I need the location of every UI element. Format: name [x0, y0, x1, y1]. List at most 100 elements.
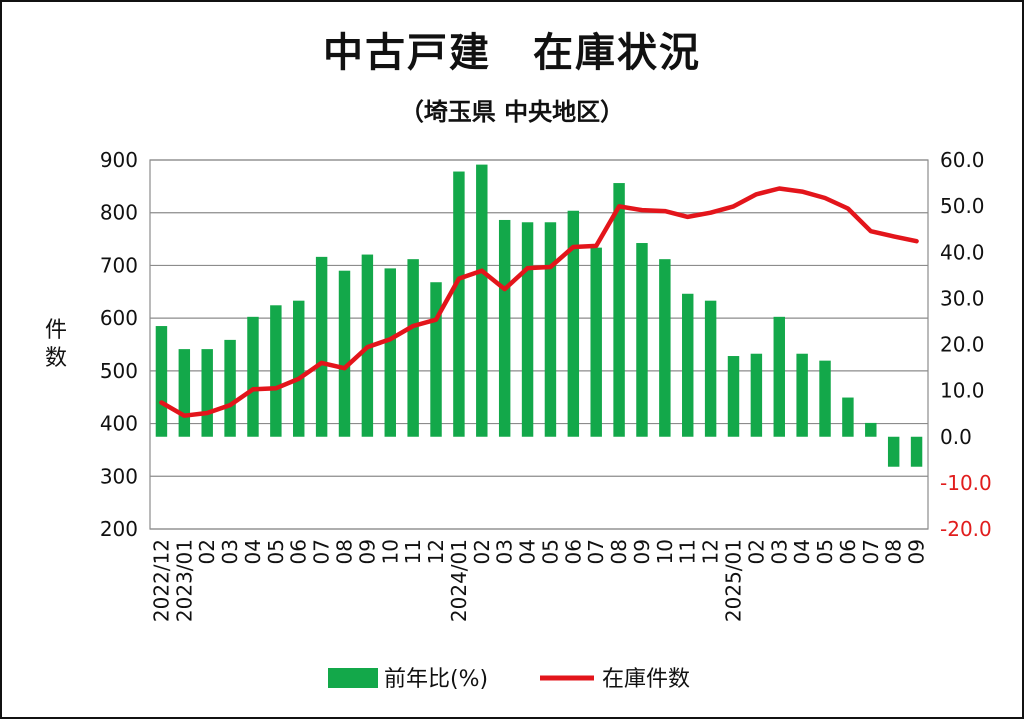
right-tick-label: 40.0	[940, 240, 985, 264]
x-tick-label: 02	[744, 539, 768, 564]
bar	[704, 300, 717, 437]
bar	[750, 353, 763, 437]
bar	[865, 422, 877, 437]
bar	[521, 222, 534, 437]
x-tick-label: 02	[470, 539, 494, 564]
x-tick-label: 03	[493, 539, 517, 564]
x-tick-label: 08	[607, 539, 631, 564]
right-tick-label: -10.0	[940, 471, 992, 495]
bar	[247, 316, 259, 437]
gridlines	[149, 159, 929, 530]
x-tick-label: 05	[813, 539, 837, 564]
x-tick-label: 11	[401, 539, 425, 564]
x-tick-label: 02	[195, 539, 219, 564]
x-tick-label: 04	[241, 539, 265, 564]
plot-border	[149, 159, 929, 530]
bar	[659, 259, 671, 437]
legend: 前年比(%) 在庫件数	[328, 667, 690, 692]
x-tick-label: 04	[790, 539, 814, 564]
left-tick-label: 400	[100, 412, 138, 436]
right-tick-label: 30.0	[940, 286, 985, 310]
bar	[636, 243, 648, 437]
bar-series	[155, 164, 923, 467]
bar	[155, 326, 168, 437]
x-tick-label: 09	[355, 539, 379, 564]
right-tick-label: -20.0	[940, 517, 992, 541]
x-tick-label: 2025/01	[722, 539, 746, 622]
x-tick-label: 2024/01	[447, 539, 471, 622]
x-tick-label: 06	[561, 539, 585, 564]
chart-title: 中古戸建 在庫状況	[323, 30, 701, 76]
right-tick-label: 60.0	[940, 148, 985, 172]
bar	[224, 339, 236, 437]
bar	[407, 259, 419, 437]
x-tick-label: 09	[905, 539, 929, 564]
x-tick-label: 06	[836, 539, 860, 564]
x-tick-label: 12	[424, 539, 448, 564]
x-tick-label: 2023/01	[172, 539, 196, 622]
bar	[498, 219, 511, 437]
bar	[796, 353, 808, 437]
bar	[270, 305, 282, 437]
y-axis-label-char: 数	[45, 346, 67, 371]
left-tick-label: 900	[100, 148, 138, 172]
x-tick-label: 08	[333, 539, 357, 564]
bar	[567, 210, 580, 437]
bar	[910, 436, 923, 467]
bar	[453, 171, 465, 437]
x-tick-label: 07	[310, 539, 334, 564]
bar	[544, 222, 557, 437]
x-tick-label: 07	[859, 539, 883, 564]
bar	[727, 356, 740, 437]
left-tick-label: 700	[100, 253, 138, 277]
x-tick-label: 03	[218, 539, 242, 564]
x-tick-label: 04	[516, 539, 540, 564]
bar	[178, 349, 191, 437]
right-tick-label: 10.0	[940, 379, 985, 403]
x-tick-label: 05	[538, 539, 562, 564]
x-tick-label: 05	[264, 539, 288, 564]
x-tick-label: 10	[378, 539, 402, 564]
bar	[887, 436, 900, 467]
left-tick-label: 200	[100, 517, 138, 541]
left-tick-label: 800	[100, 201, 138, 225]
bar	[384, 268, 396, 437]
left-tick-label: 500	[100, 359, 138, 383]
x-tick-label: 06	[287, 539, 311, 564]
y-axis-label-char: 件	[45, 318, 67, 343]
axes: 900 800 700 600 500 400 300 200 60.0 50.0 40.0 30.0…	[45, 148, 992, 622]
x-tick-label: 2022/12	[149, 539, 173, 622]
bar	[613, 183, 625, 437]
x-tick-label: 12	[699, 539, 723, 564]
left-tick-label: 600	[100, 306, 138, 330]
left-tick-label: 300	[100, 464, 138, 488]
bar	[430, 282, 442, 437]
bar	[842, 397, 854, 437]
bar	[773, 316, 785, 437]
x-tick-label: 03	[767, 539, 791, 564]
chart-subtitle: （埼玉県 中央地区）	[399, 98, 625, 126]
legend-label-bar: 前年比(%)	[384, 667, 488, 692]
legend-label-line: 在庫件数	[602, 667, 690, 692]
x-tick-label: 09	[630, 539, 654, 564]
bar	[201, 349, 213, 437]
bar	[338, 270, 351, 437]
x-tick-label: 08	[882, 539, 906, 564]
legend-swatch-bar	[328, 668, 378, 688]
line-series	[159, 186, 919, 418]
bar	[476, 164, 488, 437]
x-tick-label: 10	[653, 539, 677, 564]
bar	[293, 300, 305, 437]
series-line	[159, 186, 919, 418]
x-tick-label: 11	[676, 539, 700, 564]
x-tick-label: 07	[584, 539, 608, 564]
right-tick-label: 20.0	[940, 333, 985, 357]
bar	[590, 247, 602, 437]
bar	[819, 360, 831, 437]
right-tick-label: 50.0	[940, 194, 985, 218]
bar	[682, 293, 694, 437]
bar	[315, 256, 328, 437]
right-tick-label: 0.0	[940, 425, 972, 449]
